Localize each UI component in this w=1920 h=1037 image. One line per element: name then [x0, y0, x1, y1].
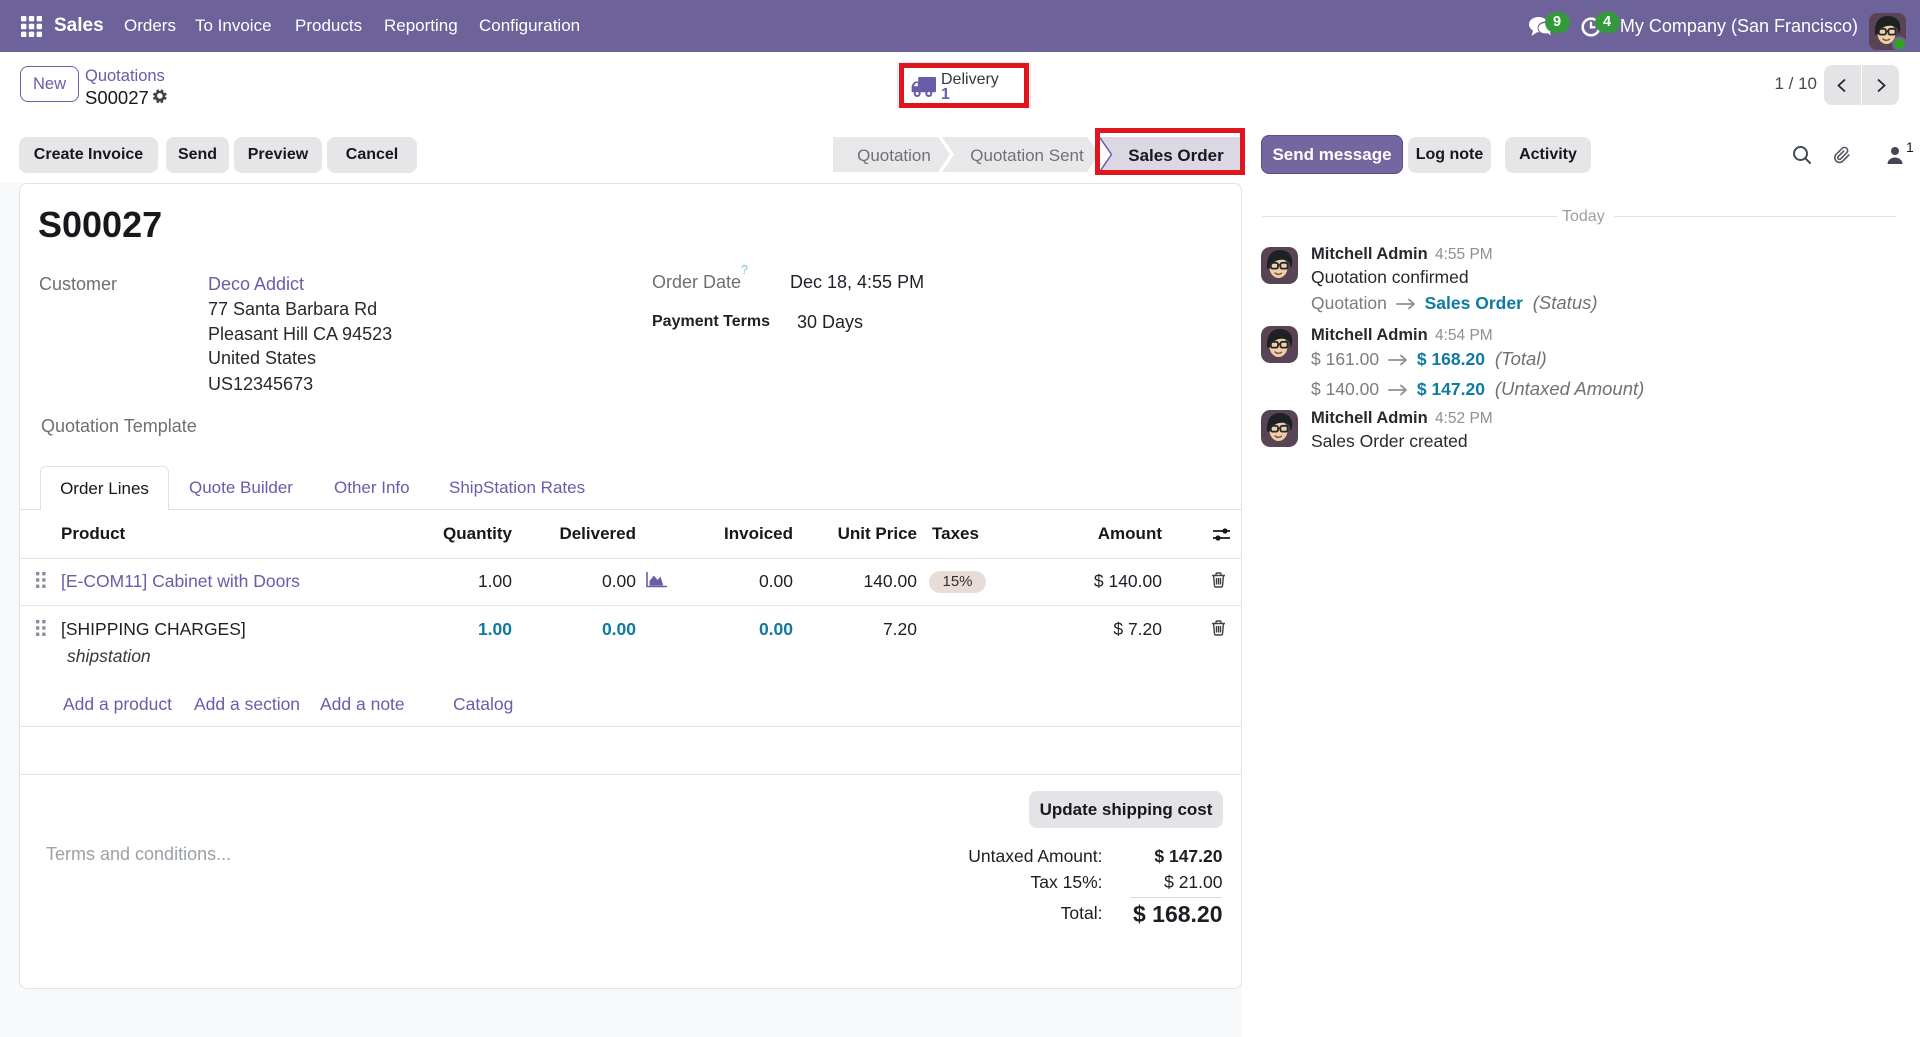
svg-text:Quotation Sent: Quotation Sent: [970, 146, 1084, 165]
svg-text:Quotation: Quotation: [857, 146, 931, 165]
svg-text:Sales Order: Sales Order: [1128, 146, 1224, 165]
